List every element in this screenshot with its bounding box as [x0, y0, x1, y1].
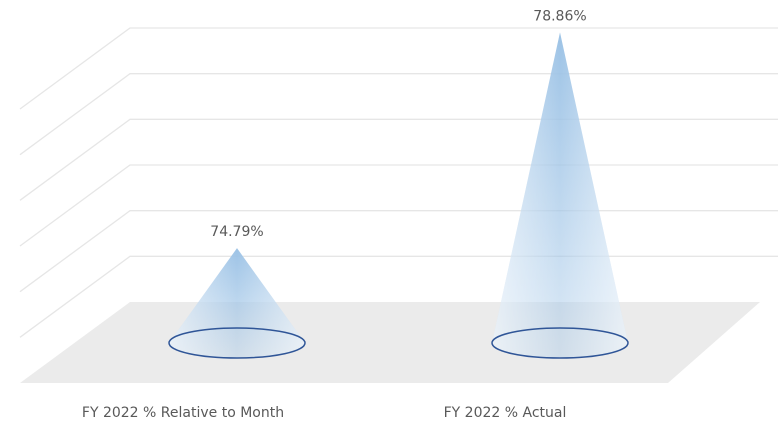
grid-line	[19, 118, 778, 201]
floor	[20, 302, 760, 383]
cone-base	[168, 327, 306, 359]
cone	[168, 248, 306, 359]
grid-line	[19, 27, 778, 110]
cone	[491, 32, 629, 359]
cone-base	[491, 327, 629, 359]
grid-line	[19, 210, 778, 293]
grid-line	[19, 164, 778, 247]
cone-shine	[492, 32, 628, 359]
x-tick-label: FY 2022 % Actual	[444, 405, 567, 421]
data-label: 78.86%	[533, 8, 586, 24]
data-label: 74.79%	[210, 224, 263, 240]
x-tick-label: FY 2022 % Relative to Month	[82, 405, 284, 421]
grid-line	[19, 73, 778, 156]
